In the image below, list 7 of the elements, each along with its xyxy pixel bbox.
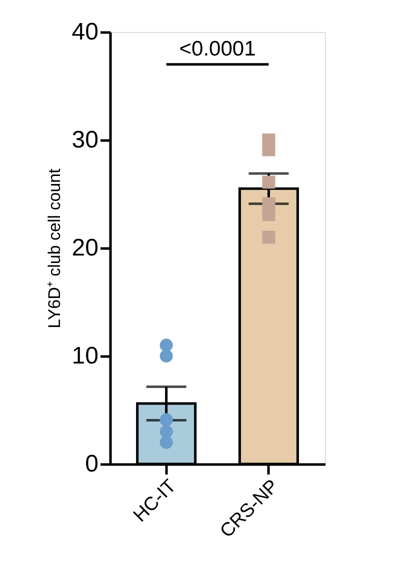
y-tick-label: 30 [72, 126, 98, 154]
annotation: <0.0001 [179, 37, 256, 60]
y-tick-label: 20 [72, 234, 98, 262]
y-axis-title: LY6D⁺ club cell count [44, 168, 64, 328]
y-tick-label: 10 [72, 342, 98, 370]
y-tick-label: 0 [85, 450, 98, 478]
y-tick-label: 40 [72, 18, 98, 46]
